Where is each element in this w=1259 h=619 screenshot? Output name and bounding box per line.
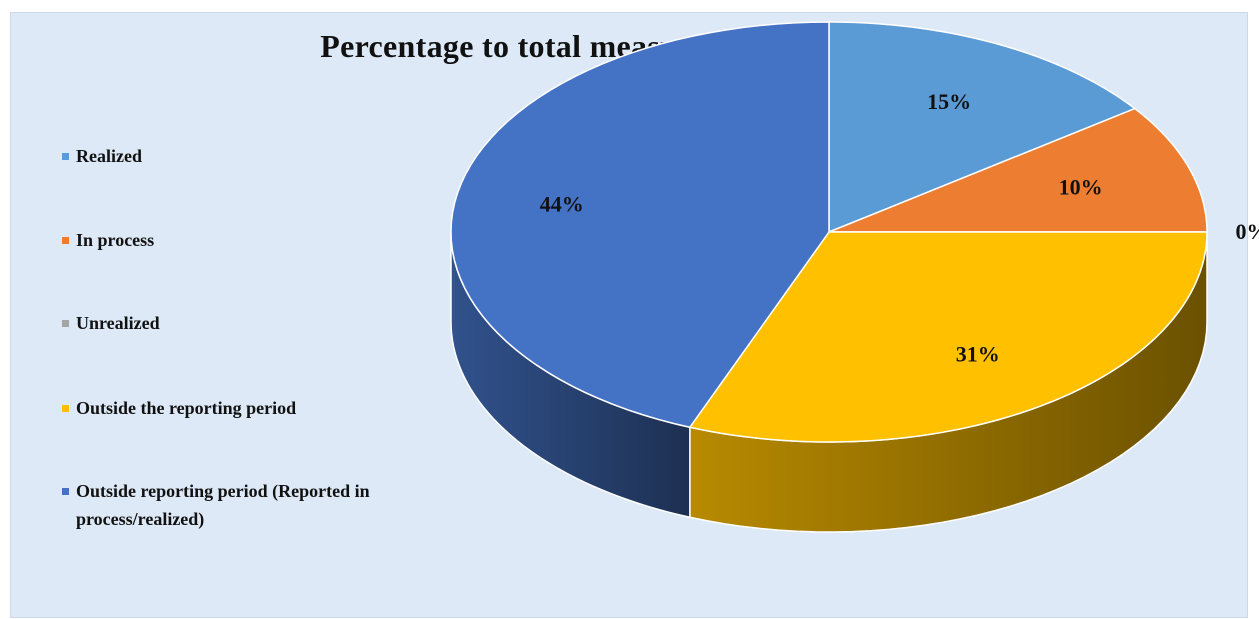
data-label-realized: 15% [927, 89, 971, 114]
pie-slice-outside-reported [450, 21, 830, 429]
legend-label-unrealized: Unrealized [76, 313, 160, 333]
legend-item-unrealized: Unrealized [62, 309, 496, 337]
legend-item-outside-reported: Outside reporting period (Reported in pr… [62, 477, 496, 533]
legend-item-in-process: In process [62, 226, 496, 254]
legend-item-realized: Realized [62, 142, 496, 170]
legend-swatch-in-process [62, 237, 69, 244]
legend-swatch-unrealized [62, 320, 69, 327]
pie-top [450, 21, 1208, 443]
legend-label-in-process: In process [76, 230, 155, 250]
pie-slice-in-process [828, 107, 1208, 233]
pie-slice-outside-reporting-period [688, 231, 1208, 443]
legend-label-outside-reporting-period: Outside the reporting period [76, 398, 297, 418]
data-label-outside-reported: 44% [540, 192, 584, 217]
pie-data-labels: 15% 10% 0% 31% 44% [540, 89, 1259, 367]
pie-slice-realized [828, 21, 1137, 234]
legend-label-realized: Realized [76, 146, 142, 166]
data-label-unrealized: 0% [1236, 219, 1259, 244]
data-label-outside-reporting-period: 31% [956, 342, 1000, 367]
legend-label-outside-reported: Outside reporting period (Reported in pr… [76, 481, 370, 529]
legend-swatch-realized [62, 153, 69, 160]
legend-swatch-outside-reporting-period [62, 405, 69, 412]
data-label-in-process: 10% [1059, 175, 1103, 200]
legend-item-outside-reporting-period: Outside the reporting period [62, 394, 496, 422]
legend-swatch-outside-reported [62, 488, 69, 495]
